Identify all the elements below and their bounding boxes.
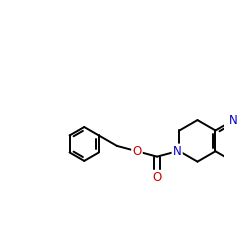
Text: N: N (173, 145, 182, 158)
Text: O: O (152, 171, 162, 184)
Text: N: N (229, 114, 238, 126)
Text: O: O (132, 145, 141, 158)
